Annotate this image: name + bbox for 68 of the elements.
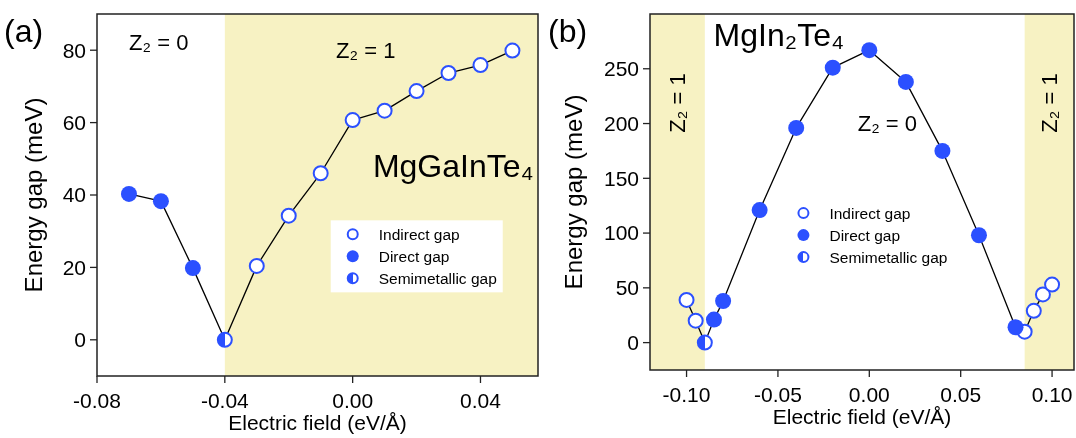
annotation: MgIn₂Te₄: [713, 17, 845, 54]
point: [715, 292, 732, 309]
point: [751, 202, 768, 219]
legend-label: Semimetallic gap: [829, 248, 948, 266]
legend-label: Direct gap: [378, 247, 450, 265]
y-tick-label: 250: [603, 57, 639, 81]
x-tick-label: -0.10: [662, 383, 711, 406]
band-label: Z₂ = 1: [336, 38, 396, 64]
point: [312, 165, 329, 182]
annotation: Z₂ = 0: [857, 111, 918, 137]
point: [788, 119, 805, 136]
legend-label: Direct gap: [829, 226, 901, 244]
y-tick-label: 100: [603, 221, 639, 245]
point: [897, 73, 914, 90]
y-tick-label: 0: [627, 330, 639, 354]
x-tick-label: -0.08: [73, 389, 121, 412]
point: [705, 311, 722, 328]
point: [120, 185, 137, 202]
y-tick-label: 150: [603, 166, 639, 190]
x-axis-title: Electric field (eV/Å): [228, 411, 407, 434]
band-label: Z₂ = 1: [1037, 73, 1063, 133]
x-tick-label: -0.04: [200, 389, 250, 412]
legend-label: Indirect gap: [829, 204, 911, 222]
point: [216, 331, 233, 348]
point: [678, 291, 695, 308]
x-tick-label: 0.10: [1031, 383, 1073, 406]
legend-label: Semimetallic gap: [378, 269, 497, 287]
y-axis-title: Energy gap (meV): [560, 94, 587, 290]
x-tick-label: -0.05: [753, 383, 802, 406]
point: [440, 65, 457, 82]
point: [934, 142, 951, 159]
point: [248, 257, 265, 274]
y-tick-label: 0: [74, 328, 86, 352]
point: [184, 260, 201, 277]
y-tick-label: 200: [603, 111, 639, 135]
point: [152, 193, 169, 210]
point: [1034, 286, 1051, 303]
legend-label: Indirect gap: [378, 225, 460, 243]
chart-title: (a): [4, 13, 44, 49]
x-tick-label: 0.05: [940, 383, 982, 406]
point: [1044, 276, 1061, 293]
point: [861, 42, 878, 59]
point: [376, 102, 393, 119]
x-tick-label: 0.00: [332, 389, 374, 412]
x-axis-title: Electric field (eV/Å): [772, 405, 952, 428]
chart-title: (b): [548, 13, 588, 49]
point: [687, 312, 704, 329]
point: [408, 83, 425, 100]
point: [970, 227, 987, 244]
y-tick-label: 60: [62, 110, 86, 134]
point: [472, 57, 489, 74]
point: [1025, 302, 1042, 319]
annotation: Z₂ = 0: [129, 30, 189, 56]
y-tick-label: 20: [62, 255, 86, 279]
point: [280, 207, 297, 224]
point: [344, 112, 361, 129]
band-label: Z₂ = 1: [665, 73, 691, 133]
point: [1007, 319, 1024, 336]
point: [696, 334, 713, 351]
y-tick-label: 50: [615, 276, 639, 300]
point: [824, 59, 841, 76]
y-tick-label: 40: [62, 183, 86, 207]
x-tick-label: 0.00: [848, 383, 890, 406]
annotation: MgGaInTe₄: [372, 147, 534, 184]
y-tick-label: 80: [62, 38, 86, 62]
y-axis-title: Energy gap (meV): [20, 97, 47, 293]
point: [504, 42, 521, 59]
x-tick-label: 0.04: [460, 389, 502, 412]
